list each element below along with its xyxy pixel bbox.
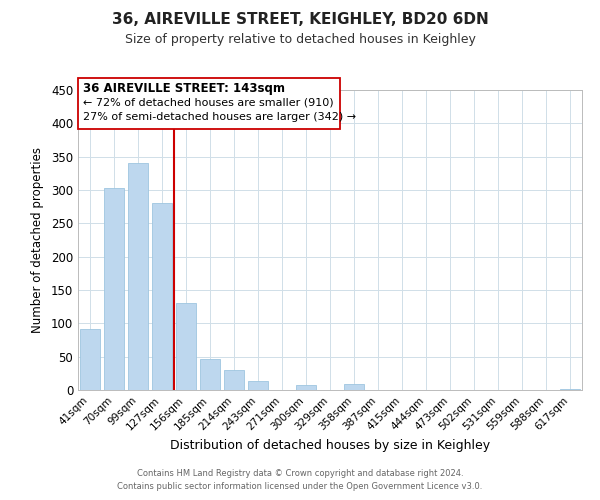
Bar (104, 188, 124, 390)
Text: ← 72% of detached houses are smaller (910): ← 72% of detached houses are smaller (91… (83, 98, 334, 108)
Bar (176, 302, 196, 390)
Bar (152, 204, 172, 390)
Bar (200, 360, 220, 390)
Text: 36 AIREVILLE STREET: 143sqm: 36 AIREVILLE STREET: 143sqm (83, 82, 285, 96)
Text: 36, AIREVILLE STREET, KEIGHLEY, BD20 6DN: 36, AIREVILLE STREET, KEIGHLEY, BD20 6DN (112, 12, 488, 28)
Bar (224, 370, 244, 390)
Text: Contains HM Land Registry data © Crown copyright and database right 2024.: Contains HM Land Registry data © Crown c… (137, 468, 463, 477)
Bar (296, 384, 316, 390)
Text: Size of property relative to detached houses in Keighley: Size of property relative to detached ho… (125, 32, 475, 46)
Bar (344, 384, 364, 390)
FancyBboxPatch shape (78, 78, 340, 129)
Y-axis label: Number of detached properties: Number of detached properties (31, 147, 44, 333)
Text: Contains public sector information licensed under the Open Government Licence v3: Contains public sector information licen… (118, 482, 482, 491)
Text: 27% of semi-detached houses are larger (342) →: 27% of semi-detached houses are larger (… (83, 112, 356, 122)
Bar (560, 388, 580, 390)
Bar (248, 382, 268, 390)
Bar (80, 328, 100, 390)
X-axis label: Distribution of detached houses by size in Keighley: Distribution of detached houses by size … (170, 438, 490, 452)
Bar (128, 164, 148, 390)
